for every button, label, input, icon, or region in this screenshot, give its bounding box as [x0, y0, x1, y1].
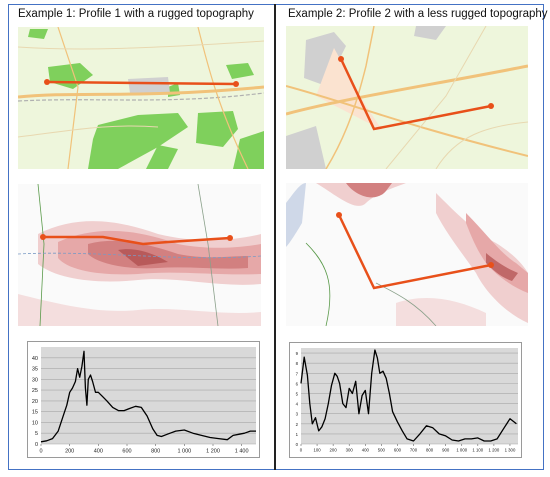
example-2-title: Example 2: Profile 2 with a less rugged … [288, 8, 548, 20]
y-tick-label: 3 [296, 412, 299, 417]
elevation-series-line [300, 349, 517, 442]
y-tick-label: 15 [32, 410, 38, 416]
y-tick-label: 25 [32, 388, 38, 394]
x-tick-label: 600 [122, 449, 131, 455]
example-2-elevation-chart: 0 1 2 3 4 5 6 7 8 9 0 100 200 300 400 500 600 700 800 900 1 … [289, 342, 522, 458]
y-tick-label: 2 [296, 422, 299, 427]
column-divider [274, 4, 276, 470]
x-tick-label: 200 [65, 449, 74, 455]
x-tick-label: 1 400 [235, 449, 249, 455]
example-2-relief-map [286, 183, 528, 326]
x-tick-label: 1 000 [456, 447, 467, 452]
x-tick-label: 1 000 [177, 449, 191, 455]
example-1-relief-map [18, 184, 261, 326]
y-tick-label: 0 [35, 442, 38, 448]
example-2-street-map [286, 26, 528, 169]
y-tick-label: 5 [35, 431, 38, 437]
example-1-title: Example 1: Profile 1 with a rugged topog… [18, 8, 254, 20]
x-tick-label: 1 200 [489, 447, 500, 452]
example-1-elevation-chart: 0 5 10 15 20 25 30 35 40 0 200 400 600 800 1 000 1 200 1… [27, 341, 260, 458]
x-tick-label: 500 [378, 447, 386, 452]
y-tick-label: 4 [296, 402, 299, 407]
x-tick-label: 700 [410, 447, 418, 452]
x-tick-label: 200 [330, 447, 338, 452]
y-tick-label: 30 [32, 377, 38, 383]
x-tick-label: 400 [94, 449, 103, 455]
x-tick-label: 800 [151, 449, 160, 455]
y-tick-label: 20 [32, 399, 38, 405]
x-tick-label: 0 [300, 447, 303, 452]
x-tick-label: 600 [394, 447, 402, 452]
x-tick-label: 100 [313, 447, 321, 452]
y-tick-label: 10 [32, 420, 38, 426]
y-tick-label: 5 [296, 391, 299, 396]
x-tick-label: 400 [362, 447, 370, 452]
y-tick-label: 1 [296, 432, 299, 437]
x-tick-label: 900 [442, 447, 450, 452]
x-tick-label: 1 300 [505, 447, 516, 452]
y-tick-label: 9 [296, 351, 299, 356]
y-tick-label: 35 [32, 367, 38, 373]
plot-area [41, 347, 256, 444]
x-tick-label: 1 200 [206, 449, 220, 455]
x-tick-label: 1 100 [472, 447, 483, 452]
plot-area [301, 348, 518, 444]
y-tick-label: 40 [32, 356, 38, 362]
y-tick-label: 7 [296, 371, 299, 376]
example-1-street-map [18, 27, 264, 169]
y-tick-label: 0 [296, 442, 299, 447]
elevation-series-line [40, 350, 256, 443]
y-tick-label: 8 [296, 361, 299, 366]
figure-frame [8, 4, 544, 470]
x-tick-label: 300 [346, 447, 354, 452]
x-tick-label: 800 [426, 447, 434, 452]
y-tick-label: 6 [296, 381, 299, 386]
x-tick-label: 0 [39, 449, 42, 455]
